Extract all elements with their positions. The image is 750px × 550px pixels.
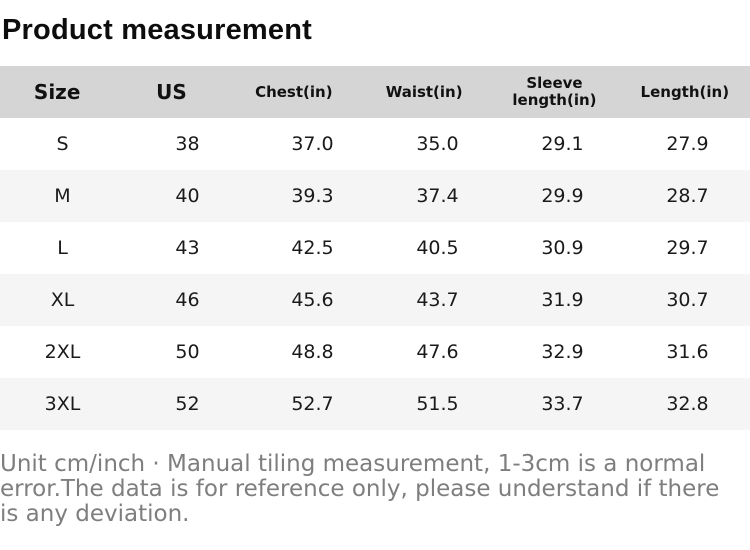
size-cell: 3XL [44,393,81,415]
sleeve-cell: 30.9 [541,237,584,259]
chest-cell: 52.7 [291,393,334,415]
sleeve-cell: 29.9 [541,185,584,207]
waist-cell: 37.4 [416,185,459,207]
waist-cell: 35.0 [416,133,459,155]
us-cell: 52 [175,393,200,415]
column-header-us: US [156,80,187,104]
us-cell: 43 [175,237,200,259]
waist-cell: 47.6 [416,341,459,363]
size-cell: L [57,237,68,259]
sleeve-cell: 29.1 [541,133,584,155]
waist-cell: 51.5 [416,393,459,415]
size-cell: XL [50,289,75,311]
us-cell: 50 [175,341,200,363]
sleeve-cell: 31.9 [541,289,584,311]
sleeve-cell: 33.7 [541,393,584,415]
chest-cell: 45.6 [291,289,334,311]
size-cell: S [56,133,69,155]
length-cell: 30.7 [666,289,709,311]
table-row-3xl: 3XL 52 52.7 51.5 33.7 32.8 [0,378,750,430]
chest-cell: 37.0 [291,133,334,155]
us-cell: 40 [175,185,200,207]
table-row-xl: XL 46 45.6 43.7 31.9 30.7 [0,274,750,326]
length-cell: 28.7 [666,185,709,207]
column-header-sleeve-length: Sleeve length(in) [512,74,597,109]
waist-cell: 40.5 [416,237,459,259]
column-header-chest: Chest(in) [255,82,333,101]
measurement-note: Unit cm/inch · Manual tiling measurement… [0,451,720,527]
size-cell: M [54,185,71,207]
us-cell: 46 [175,289,200,311]
page-title: Product measurement [2,14,312,46]
size-cell: 2XL [44,341,81,363]
column-header-waist: Waist(in) [385,82,463,101]
table-row-s: S 38 37.0 35.0 29.1 27.9 [0,118,750,170]
us-cell: 38 [175,133,200,155]
chest-cell: 48.8 [291,341,334,363]
column-header-length: Length(in) [640,82,730,101]
waist-cell: 43.7 [416,289,459,311]
table-row-m: M 40 39.3 37.4 29.9 28.7 [0,170,750,222]
sleeve-cell: 32.9 [541,341,584,363]
length-cell: 31.6 [666,341,709,363]
length-cell: 32.8 [666,393,709,415]
table-row-2xl: 2XL 50 48.8 47.6 32.9 31.6 [0,326,750,378]
table-row-l: L 43 42.5 40.5 30.9 29.7 [0,222,750,274]
measurement-table: Size US Chest(in) Waist(in) Sleeve lengt… [0,66,750,430]
column-header-size: Size [33,80,81,104]
table-header-row: Size US Chest(in) Waist(in) Sleeve lengt… [0,66,750,118]
chest-cell: 39.3 [291,185,334,207]
length-cell: 27.9 [666,133,709,155]
chest-cell: 42.5 [291,237,334,259]
length-cell: 29.7 [666,237,709,259]
